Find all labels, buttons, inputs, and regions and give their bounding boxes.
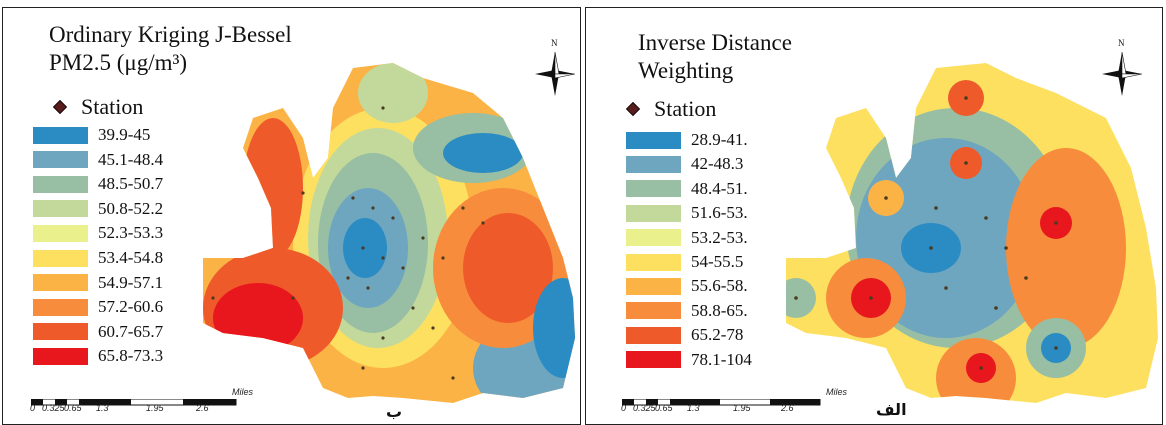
legend-swatch [33, 200, 88, 218]
legend-item: 57.2-60.6 [33, 297, 163, 317]
legend-swatch [626, 131, 681, 149]
legend-swatch [33, 323, 88, 341]
legend-swatch [626, 302, 681, 320]
legend-swatch [33, 298, 88, 316]
legend-item: 58.8-65. [626, 301, 748, 321]
scale-tick-label: 1.3 [687, 403, 700, 413]
legend-swatch [626, 253, 681, 271]
legend-item: 48.4-51. [626, 179, 748, 199]
legend-label: 60.7-65.7 [98, 321, 164, 341]
legend-label: 55.6-58. [691, 276, 748, 296]
legend-swatch [626, 204, 681, 222]
station-legend: Station [52, 94, 144, 120]
svg-text:N: N [551, 38, 558, 48]
legend-item: 54-55.5 [626, 252, 743, 272]
scale-tick-label: 0 [30, 403, 36, 413]
idw-map-panel: Inverse Distance Weighting Station 28.9-… [585, 7, 1163, 425]
legend-item: 52.3-53.3 [33, 223, 163, 243]
scale-bar [621, 394, 832, 412]
scale-tick-label: 0.325 [633, 403, 656, 413]
svg-text:N: N [1118, 38, 1125, 48]
scale-unit: Miles [232, 387, 254, 397]
legend-label: 65.2-78 [691, 325, 744, 345]
scale-tick-label: 0 [621, 403, 627, 413]
panel-letter: الف [876, 400, 907, 419]
legend-swatch [33, 175, 88, 193]
legend-item: 39.9-45 [33, 125, 150, 145]
legend-label: 50.8-52.2 [98, 198, 164, 218]
station-label: Station [81, 94, 144, 119]
scale-tick-label: 0.65 [655, 403, 673, 413]
station-legend: Station [625, 96, 717, 122]
legend-label: 53.2-53. [691, 227, 748, 247]
legend-swatch [33, 274, 88, 292]
legend-item: 50.8-52.2 [33, 199, 163, 219]
legend-label: 42-48.3 [691, 154, 744, 174]
legend-label: 48.5-50.7 [98, 174, 164, 194]
legend-label: 54-55.5 [691, 252, 744, 271]
scale-tick-label: 2.6 [781, 403, 794, 413]
legend-label: 48.4-51. [691, 178, 748, 198]
legend-swatch [626, 180, 681, 198]
legend-item: 53.2-53. [626, 228, 748, 248]
map-title-line1: Inverse Distance [638, 30, 792, 55]
legend-item: 42-48.3 [626, 154, 743, 174]
legend-label: 58.8-65. [691, 300, 748, 320]
north-arrow-icon: N [1102, 38, 1143, 96]
legend-item: 78.1-104 [626, 350, 752, 370]
legend-swatch [33, 347, 88, 365]
station-marker-icon [625, 101, 641, 117]
scale-tick-label: 1.95 [146, 403, 164, 413]
scale-bar [30, 394, 241, 412]
legend-item: 48.5-50.7 [33, 174, 163, 194]
scale-tick-label: 2.6 [196, 403, 209, 413]
legend-label: 78.1-104 [691, 349, 752, 369]
legend-item: 51.6-53. [626, 203, 748, 223]
station-points [794, 96, 1058, 370]
station-points [211, 106, 485, 380]
legend-item: 54.9-57.1 [33, 273, 163, 293]
legend-item: 55.6-58. [626, 276, 748, 296]
legend-item: 65.2-78 [626, 325, 743, 345]
legend-item: 28.9-41. [626, 130, 748, 150]
legend-swatch [626, 351, 681, 369]
legend-label: 39.9-45 [98, 125, 151, 144]
legend-swatch [626, 229, 681, 247]
legend-label: 54.9-57.1 [98, 272, 164, 292]
legend-label: 51.6-53. [691, 203, 748, 223]
legend-label: 45.1-48.4 [98, 149, 164, 169]
legend-swatch [33, 249, 88, 267]
legend-label: 53.4-54.8 [98, 248, 164, 267]
panel-letter: ب [386, 402, 403, 421]
station-label: Station [654, 96, 717, 121]
legend-item: 60.7-65.7 [33, 322, 163, 342]
legend-label: 65.8-73.3 [98, 346, 164, 366]
legend-swatch [33, 224, 88, 242]
legend-swatch [33, 126, 88, 144]
kriging-interpolation-map [203, 63, 575, 403]
map-title-line2: PM2.5 (μg/m³) [49, 50, 188, 75]
kriging-map-panel: Ordinary Kriging J-Bessel PM2.5 (μg/m³) … [2, 7, 581, 425]
map-title-line2: Weighting [638, 58, 734, 83]
legend-swatch [626, 326, 681, 344]
legend-label: 28.9-41. [691, 130, 748, 149]
idw-interpolation-map [786, 63, 1158, 403]
scale-tick-label: 1.95 [733, 403, 751, 413]
legend-label: 57.2-60.6 [98, 297, 164, 317]
station-marker-icon [52, 99, 68, 115]
legend-label: 52.3-53.3 [98, 223, 164, 243]
scale-unit: Miles [826, 387, 848, 397]
scale-tick-label: 0.325 [42, 403, 65, 413]
legend-swatch [626, 155, 681, 173]
legend-swatch [626, 277, 681, 295]
scale-tick-label: 1.3 [96, 403, 109, 413]
legend-item: 45.1-48.4 [33, 150, 163, 170]
legend-item: 65.8-73.3 [33, 346, 163, 366]
scale-tick-label: 0.65 [64, 403, 82, 413]
map-title-line1: Ordinary Kriging J-Bessel [49, 22, 292, 47]
north-arrow-icon: N [535, 38, 576, 96]
legend-swatch [33, 151, 88, 169]
legend-item: 53.4-54.8 [33, 248, 163, 268]
